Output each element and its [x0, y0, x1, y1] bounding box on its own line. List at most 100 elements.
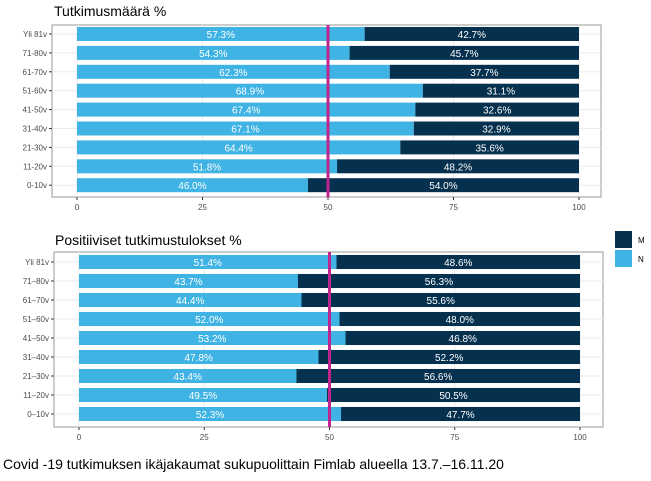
data-label-N: 51.4% — [194, 258, 222, 269]
y-tick-label: 11-20v — [23, 162, 47, 171]
data-label-M: 56.3% — [425, 277, 453, 288]
data-label-M: 46.8% — [449, 334, 477, 345]
bar-M — [296, 368, 580, 384]
data-label-N: 62.3% — [219, 68, 247, 79]
y-tick-label: 31–40v — [23, 353, 49, 362]
x-tick-label: 100 — [572, 203, 586, 212]
bar-N — [79, 273, 298, 289]
data-label-N: 44.4% — [176, 296, 204, 307]
legend-label-N: N — [638, 255, 644, 264]
x-tick-label: 25 — [200, 433, 209, 442]
bar-M — [400, 140, 579, 155]
bar-N — [77, 178, 308, 193]
x-tick-label: 50 — [325, 433, 334, 442]
bar-N — [79, 330, 346, 346]
x-tick-label: 25 — [198, 203, 207, 212]
y-tick-label: Yli 81v — [25, 258, 49, 267]
data-label-M: 54.0% — [429, 181, 457, 192]
data-label-M: 45.7% — [450, 49, 478, 60]
data-label-N: 47.8% — [185, 353, 213, 364]
bar-N — [77, 83, 423, 98]
y-tick-label: 41–50v — [23, 334, 49, 343]
x-tick-label: 100 — [573, 433, 587, 442]
legend-swatch-M — [615, 231, 632, 248]
data-label-N: 49.5% — [189, 391, 217, 402]
legend-label-M: M — [638, 236, 645, 245]
bar-M — [349, 45, 579, 60]
y-tick-label: 41-50v — [23, 106, 47, 115]
y-tick-label: 51–60v — [23, 315, 49, 324]
chart-title-1: Positiiviset tutkimustulokset % — [55, 232, 242, 248]
bar-N — [79, 406, 342, 422]
chart-title-0: Tutkimusmäärä % — [54, 3, 166, 19]
bar-N — [77, 45, 350, 60]
bar-N — [79, 349, 319, 365]
bar-N — [79, 368, 297, 384]
data-label-N: 43.7% — [174, 277, 202, 288]
bar-M — [422, 83, 579, 98]
bar-M — [318, 349, 580, 365]
x-tick-label: 75 — [450, 433, 459, 442]
bar-M — [341, 406, 580, 422]
data-label-M: 32.9% — [482, 125, 510, 136]
bar-M — [326, 387, 580, 403]
bar-M — [307, 178, 579, 193]
bar-N — [79, 292, 302, 308]
bar-M — [364, 27, 579, 41]
data-label-M: 50.5% — [439, 391, 467, 402]
data-label-M: 37.7% — [470, 68, 498, 79]
bar-N — [77, 140, 401, 155]
data-label-M: 48.2% — [444, 162, 472, 173]
bar-N — [77, 102, 416, 117]
y-tick-label: 31-40v — [23, 125, 47, 134]
x-tick-label: 0 — [77, 433, 82, 442]
bar-M — [336, 254, 580, 270]
y-tick-label: 61-70v — [23, 68, 47, 77]
y-tick-label: 71–80v — [23, 277, 49, 286]
data-label-M: 55.6% — [427, 296, 455, 307]
bar-N — [79, 387, 327, 403]
data-label-M: 52.2% — [435, 353, 463, 364]
bar-M — [389, 64, 579, 79]
data-label-M: 56.6% — [424, 372, 452, 383]
y-tick-label: 21–30v — [23, 372, 49, 381]
data-label-M: 47.7% — [446, 410, 474, 421]
y-tick-label: 21-30v — [23, 143, 47, 152]
y-tick-label: 0–10v — [27, 410, 49, 419]
bar-M — [413, 121, 579, 136]
data-label-N: 64.4% — [224, 143, 252, 154]
data-label-N: 57.3% — [207, 30, 235, 41]
y-tick-label: 11–20v — [23, 391, 49, 400]
data-label-M: 35.6% — [475, 143, 503, 154]
bar-M — [297, 273, 580, 289]
data-label-N: 53.2% — [198, 334, 226, 345]
y-tick-label: 71-80v — [23, 49, 47, 58]
bar-N — [77, 159, 338, 174]
data-label-M: 48.0% — [446, 315, 474, 326]
bar-N — [77, 27, 365, 41]
bar-N — [77, 121, 414, 136]
figure-caption: Covid -19 tutkimuksen ikäjakaumat sukupu… — [3, 456, 504, 472]
bar-N — [77, 64, 390, 79]
x-tick-label: 50 — [324, 203, 333, 212]
bar-M — [337, 159, 579, 174]
bar-M — [339, 311, 580, 327]
data-label-M: 31.1% — [487, 87, 515, 98]
y-tick-label: 0-10v — [27, 181, 47, 190]
bar-M — [415, 102, 579, 117]
x-tick-label: 0 — [75, 203, 80, 212]
y-tick-label: 51-60v — [23, 87, 47, 96]
data-label-N: 52.0% — [195, 315, 223, 326]
x-tick-label: 75 — [449, 203, 458, 212]
data-label-M: 48.6% — [444, 258, 472, 269]
legend-swatch-N — [615, 250, 632, 267]
bar-N — [79, 311, 340, 327]
data-label-M: 42.7% — [458, 30, 486, 41]
y-tick-label: 61–70v — [23, 296, 49, 305]
data-label-N: 54.3% — [199, 49, 227, 60]
data-label-N: 43.4% — [174, 372, 202, 383]
y-tick-label: Yli 81v — [23, 30, 47, 39]
data-label-M: 32.6% — [483, 106, 511, 117]
bar-N — [79, 254, 337, 270]
